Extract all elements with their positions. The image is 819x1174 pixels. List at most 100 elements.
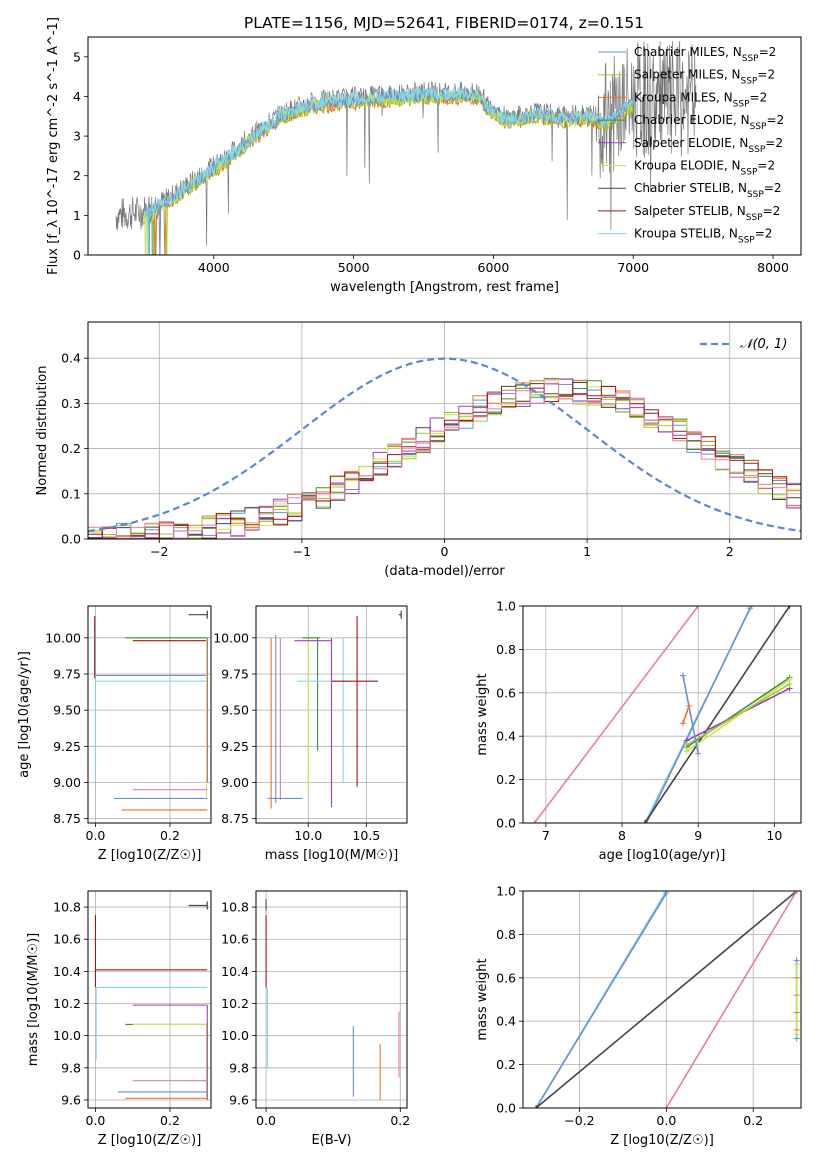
axes-spectrum: 4000 5000 6000 7000 8000 0 1 2 3 4 5 wavelength [An… bbox=[46, 17, 802, 295]
spectrum-model-line bbox=[143, 86, 634, 255]
residual-histogram bbox=[88, 377, 801, 539]
y-tick-label: 0.3 bbox=[61, 396, 81, 411]
legend-label: Kroupa ELODIE, NSSP=2 bbox=[634, 159, 775, 178]
weight-line bbox=[682, 675, 699, 754]
axes-mass-vs-ebv: 0.0 0.2 9.6 9.8 10.0 10.2 10.4 10.6 10.8 E(B-V) bbox=[221, 890, 410, 1148]
legend-label: 𝒩(0, 1) bbox=[740, 337, 787, 352]
legend-label: Chabrier ELODIE, NSSP=2 bbox=[634, 113, 784, 132]
x-tick-label: 0.0 bbox=[656, 1113, 676, 1128]
axes-mass-vs-Z: 0.0 0.2 9.6 9.8 10.0 10.2 10.4 10.6 10.8 Z [log10… bbox=[26, 890, 212, 1148]
x-axis-label: E(B-V) bbox=[311, 1133, 351, 1148]
axes-weight-vs-Z: −0.2 0.0 0.2 0.0 0.2 0.4 0.6 0.8 1.0 Z [log10(Z/Z… bbox=[475, 884, 802, 1148]
legend-suffix: =2 bbox=[757, 159, 775, 173]
axes-frame bbox=[522, 890, 802, 1109]
x-tick-label: 2 bbox=[726, 544, 734, 559]
y-tick-label: 3 bbox=[73, 129, 81, 144]
x-tick-label: 7000 bbox=[617, 260, 649, 275]
x-axis-label: (data-model)/error bbox=[384, 564, 505, 579]
plot-area bbox=[88, 357, 801, 539]
x-tick-label: 0 bbox=[441, 544, 449, 559]
legend-label: Kroupa STELIB, NSSP=2 bbox=[634, 227, 772, 246]
y-tick-label: 1 bbox=[73, 208, 81, 223]
legend-suffix: =2 bbox=[766, 113, 784, 127]
plot-area bbox=[267, 610, 402, 809]
legend-subscript: SSP bbox=[741, 77, 758, 87]
x-tick-label: 10.0 bbox=[294, 828, 322, 843]
y-tick-label: 10.8 bbox=[221, 900, 249, 915]
x-tick-label: 8 bbox=[618, 828, 626, 843]
y-tick-label: 9.75 bbox=[221, 666, 249, 681]
axes-age-vs-mass: 10.0 10.5 8.75 9.00 9.25 9.50 9.75 10.00 mass [l… bbox=[213, 605, 408, 863]
y-tick-label: 10.6 bbox=[221, 932, 249, 947]
y-tick-label: 9.75 bbox=[53, 666, 81, 681]
legend-suffix: =2 bbox=[763, 204, 781, 218]
x-tick-label: 6000 bbox=[478, 260, 510, 275]
y-tick-label: 9.00 bbox=[221, 775, 249, 790]
weight-line bbox=[644, 606, 791, 823]
y-tick-label: 0.4 bbox=[61, 351, 81, 366]
y-tick-label: 9.25 bbox=[221, 739, 249, 754]
weight-line bbox=[533, 606, 699, 823]
x-tick-label: 5000 bbox=[338, 260, 370, 275]
y-tick-label: 0.4 bbox=[496, 729, 516, 744]
y-tick-label: 10.2 bbox=[53, 996, 81, 1011]
y-tick-label: 10.8 bbox=[53, 900, 81, 915]
x-tick-label: 0.2 bbox=[160, 1113, 180, 1128]
figure-title: PLATE=1156, MJD=52641, FIBERID=0174, z=0… bbox=[244, 14, 644, 32]
y-tick-label: 0.0 bbox=[496, 816, 516, 831]
y-tick-label: 0.1 bbox=[61, 486, 81, 501]
legend-suffix: =2 bbox=[764, 181, 782, 195]
legend-subscript: SSP bbox=[738, 236, 755, 246]
x-tick-label: −0.2 bbox=[564, 1113, 594, 1128]
weight-line bbox=[535, 891, 798, 1108]
x-axis-label: Z [log10(Z/Z☉)] bbox=[98, 848, 202, 863]
legend-subscript: SSP bbox=[741, 168, 758, 178]
legend-suffix: =2 bbox=[750, 90, 768, 104]
x-tick-label: 1 bbox=[583, 544, 591, 559]
y-tick-label: 0.4 bbox=[496, 1014, 516, 1029]
weight-line bbox=[682, 705, 690, 724]
y-tick-label: 9.6 bbox=[229, 1092, 249, 1107]
x-tick-label: 0.2 bbox=[390, 1113, 410, 1128]
y-tick-label: 0.8 bbox=[496, 927, 516, 942]
legend-suffix: =2 bbox=[757, 68, 775, 82]
y-tick-label: 10.00 bbox=[213, 630, 249, 645]
axes-age-vs-Z: 0.0 0.2 8.75 9.00 9.25 9.50 9.75 10.00 Z [log10(… bbox=[17, 605, 212, 863]
y-tick-label: 9.25 bbox=[53, 739, 81, 754]
plot-area bbox=[94, 901, 208, 1100]
x-tick-label: 9 bbox=[694, 828, 702, 843]
legend-subscript: SSP bbox=[746, 213, 763, 223]
legend-subscript: SSP bbox=[742, 54, 759, 64]
legend-suffix: =2 bbox=[755, 227, 773, 241]
y-tick-label: 9.8 bbox=[61, 1060, 81, 1075]
x-axis-label: Z [log10(Z/Z☉)] bbox=[98, 1133, 202, 1148]
y-tick-label: 0.2 bbox=[61, 441, 81, 456]
plot-area bbox=[94, 610, 208, 811]
weight-line bbox=[686, 679, 791, 753]
y-axis-label: mass weight bbox=[475, 673, 490, 755]
legend-subscript: SSP bbox=[748, 145, 765, 155]
plot-area bbox=[265, 899, 400, 1100]
x-tick-label: 8000 bbox=[757, 260, 789, 275]
y-tick-label: 9.50 bbox=[221, 703, 249, 718]
axes-frame bbox=[522, 605, 802, 824]
legend-subscript: SSP bbox=[747, 190, 764, 200]
legend-suffix: =2 bbox=[759, 45, 777, 59]
y-axis-label: Flux [f_λ 10^-17 erg cm^-2 s^-1 A^-1] bbox=[46, 17, 61, 275]
legend-label: Salpeter MILES, NSSP=2 bbox=[634, 68, 775, 87]
axes-residuals: −2 −1 0 1 2 0.0 0.1 0.2 0.3 0.4 (data-model)/error… bbox=[35, 321, 802, 579]
y-tick-label: 0.6 bbox=[496, 970, 516, 985]
y-tick-label: 0 bbox=[73, 248, 81, 263]
y-tick-label: 0.0 bbox=[61, 532, 81, 547]
spectrum-model-line bbox=[143, 90, 634, 255]
x-tick-label: 0.0 bbox=[86, 828, 106, 843]
legend-suffix: =2 bbox=[765, 136, 783, 150]
y-axis-label: age [log10(age/yr)] bbox=[17, 651, 32, 778]
x-tick-label: 0.0 bbox=[256, 1113, 276, 1128]
y-tick-label: 10.0 bbox=[53, 1028, 81, 1043]
y-tick-label: 1.0 bbox=[496, 599, 516, 614]
y-tick-label: 9.6 bbox=[61, 1092, 81, 1107]
legend-subscript: SSP bbox=[733, 99, 750, 109]
y-tick-label: 0.2 bbox=[496, 772, 516, 787]
y-tick-label: 1.0 bbox=[496, 884, 516, 899]
